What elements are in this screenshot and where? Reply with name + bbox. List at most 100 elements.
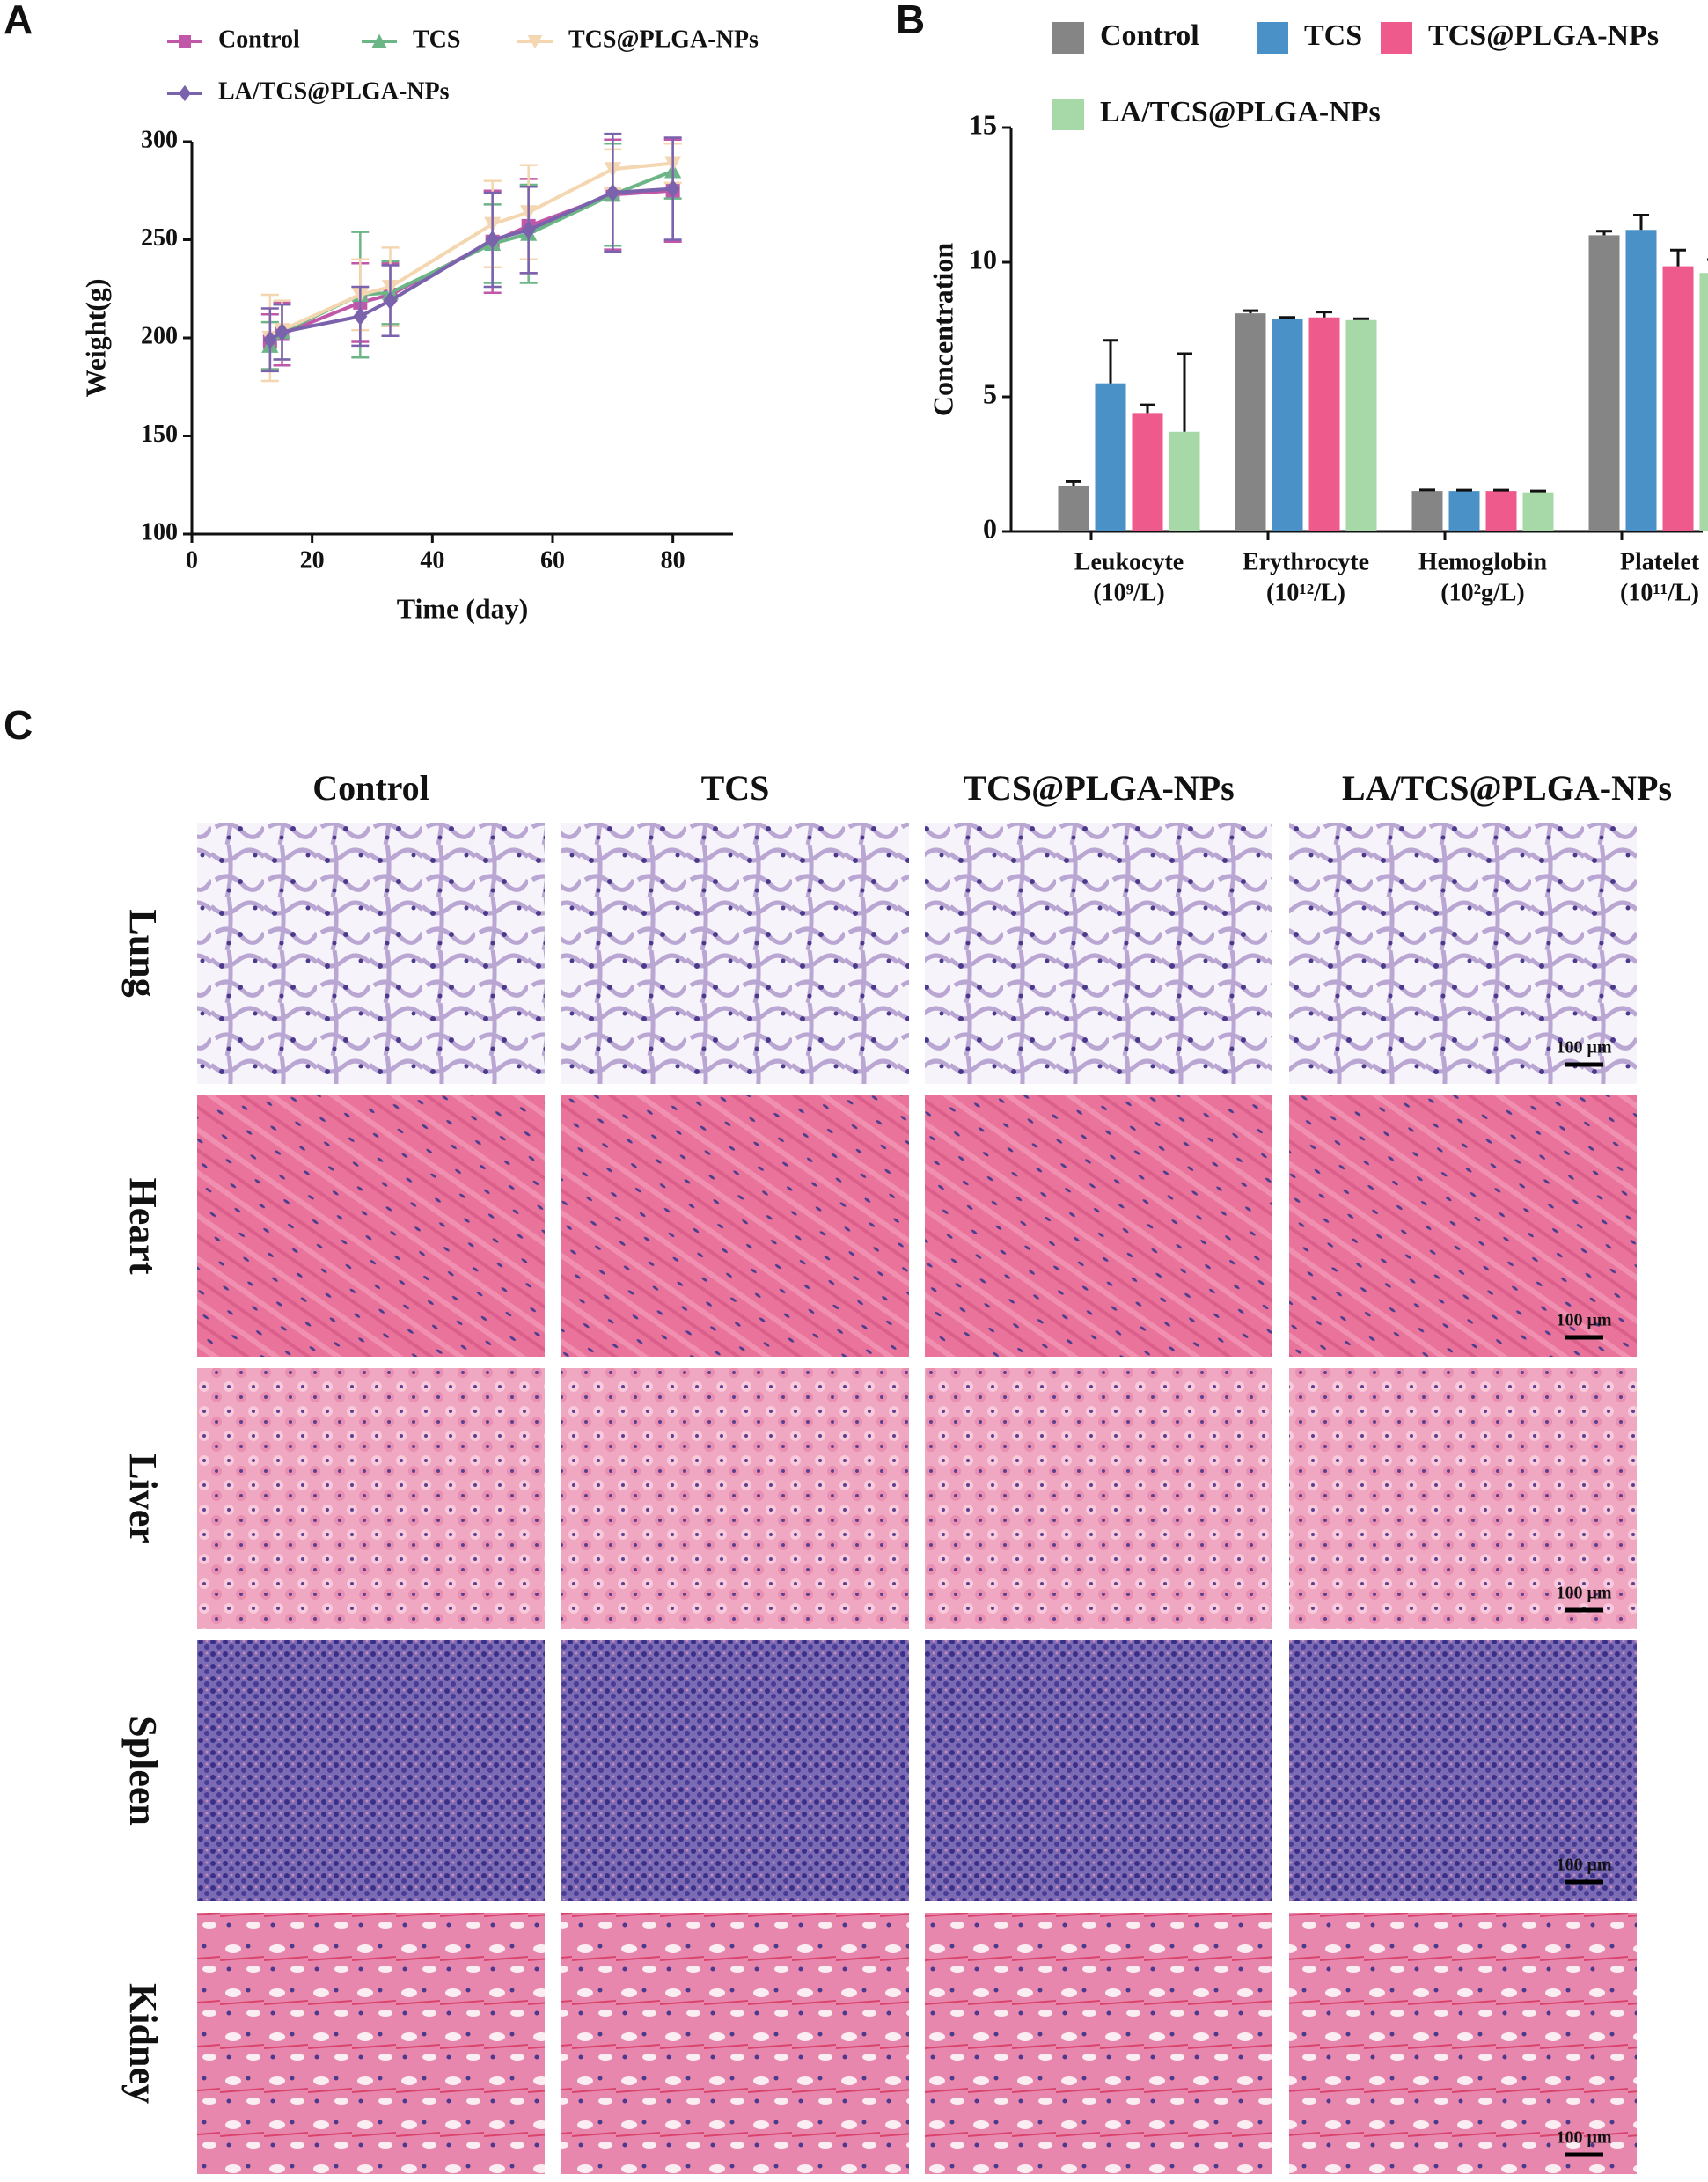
bar <box>1625 230 1657 531</box>
bar <box>1522 492 1554 531</box>
histology-image <box>561 1095 909 1357</box>
error-bar <box>1456 488 1472 492</box>
y-tick-label: 150 <box>141 421 178 448</box>
y-tick-label: 100 <box>141 518 178 546</box>
x-tick-unit: (10¹¹/L) <box>1620 579 1699 606</box>
histology-image <box>561 1913 909 2174</box>
histology-image <box>561 823 909 1084</box>
line <box>268 187 673 341</box>
line <box>268 161 673 340</box>
y-tick-label: 0 <box>983 512 997 544</box>
row-label: Kidney <box>121 1983 165 2104</box>
error-bar <box>1530 489 1546 493</box>
legend-swatch <box>1052 99 1084 130</box>
y-tick-label: 300 <box>141 126 178 153</box>
bar <box>1448 491 1480 531</box>
histology-image <box>197 1640 545 1901</box>
scale-bar-label: 100 μm <box>1557 1856 1612 1875</box>
histology-image <box>197 823 545 1084</box>
error-bar <box>1633 213 1649 231</box>
histology-image <box>1289 823 1637 1084</box>
legend-swatch <box>1052 22 1084 54</box>
marker <box>605 183 620 202</box>
histology-image <box>1289 1368 1637 1629</box>
histology-image <box>925 1095 1272 1357</box>
x-tick-label: 60 <box>540 546 565 574</box>
legend-label: LA/TCS@PLGA-NPs <box>1100 96 1381 128</box>
histology-image <box>561 1368 909 1629</box>
error-bar <box>1670 248 1686 267</box>
bar <box>1308 317 1340 531</box>
histology-image <box>1289 1095 1637 1357</box>
bar <box>1411 491 1443 531</box>
error-bar <box>1419 488 1435 492</box>
histology-image <box>1289 1913 1637 2174</box>
legend-swatch <box>1381 22 1412 54</box>
histology-image <box>925 823 1272 1084</box>
error-bar <box>1140 403 1155 414</box>
scale-bar-label: 100 μm <box>1557 1038 1612 1058</box>
histology-image <box>1289 1640 1637 1901</box>
error-bar <box>1279 316 1295 319</box>
y-tick-label: 5 <box>983 377 997 409</box>
marker <box>275 322 290 341</box>
bar <box>1345 319 1377 531</box>
bar <box>1132 413 1163 531</box>
x-tick-label: Platelet <box>1620 548 1700 575</box>
y-tick-label: 250 <box>141 224 178 252</box>
scale-bar-label: 100 μm <box>1557 2128 1612 2148</box>
row-label: Liver <box>121 1453 165 1544</box>
y-tick-label: 10 <box>969 243 997 275</box>
marker <box>353 307 368 326</box>
panel-label: C <box>4 702 33 748</box>
legend-label: TCS@PLGA-NPs <box>1428 19 1659 52</box>
error-bar <box>1596 230 1612 236</box>
y-tick-label: 200 <box>141 322 178 349</box>
y-tick-label: 15 <box>969 108 997 140</box>
column-header: LA/TCS@PLGA-NPs <box>1342 768 1672 808</box>
marker <box>179 35 191 48</box>
legend-swatch <box>1257 22 1288 54</box>
marker <box>521 220 536 239</box>
x-tick-label: Hemoglobin <box>1418 548 1548 575</box>
x-tick-label: Leukocyte <box>1074 548 1184 575</box>
bar <box>1272 319 1303 531</box>
panel-label: A <box>4 0 33 42</box>
histology-image <box>561 1640 909 1901</box>
legend-label: Control <box>1100 19 1199 52</box>
bar <box>1699 273 1708 531</box>
scale-bar-label: 100 μm <box>1557 1311 1612 1330</box>
error-bar <box>1177 352 1192 432</box>
marker <box>665 179 680 198</box>
legend-label: TCS@PLGA-NPs <box>568 26 759 53</box>
x-tick-label: 0 <box>186 546 198 574</box>
x-tick-unit: (10¹²/L) <box>1266 579 1345 606</box>
histology-image <box>197 1095 545 1357</box>
error-bar <box>1103 339 1118 384</box>
x-axis-title: Time (day) <box>397 592 529 624</box>
row-label: Spleen <box>121 1716 165 1826</box>
marker <box>527 35 543 49</box>
legend-label: TCS <box>413 26 460 53</box>
bar <box>1662 266 1694 531</box>
bar <box>1058 485 1089 531</box>
bar <box>1235 313 1266 531</box>
error-bar <box>1493 488 1509 492</box>
x-tick-label: 20 <box>300 546 325 574</box>
bar <box>1169 431 1200 531</box>
histology-image <box>197 1368 545 1629</box>
marker <box>371 33 387 48</box>
x-tick-label: 40 <box>420 546 444 574</box>
histology-image <box>925 1913 1272 2174</box>
x-tick-unit: (10⁹/L) <box>1093 579 1165 606</box>
bar <box>1095 383 1126 531</box>
marker <box>262 330 277 349</box>
scale-bar-label: 100 μm <box>1557 1584 1612 1603</box>
column-header: TCS <box>701 768 770 808</box>
marker <box>383 291 398 311</box>
bar <box>1588 235 1620 531</box>
bar <box>1485 491 1517 531</box>
panel-label: B <box>896 0 925 42</box>
x-tick-label: 80 <box>661 546 685 574</box>
